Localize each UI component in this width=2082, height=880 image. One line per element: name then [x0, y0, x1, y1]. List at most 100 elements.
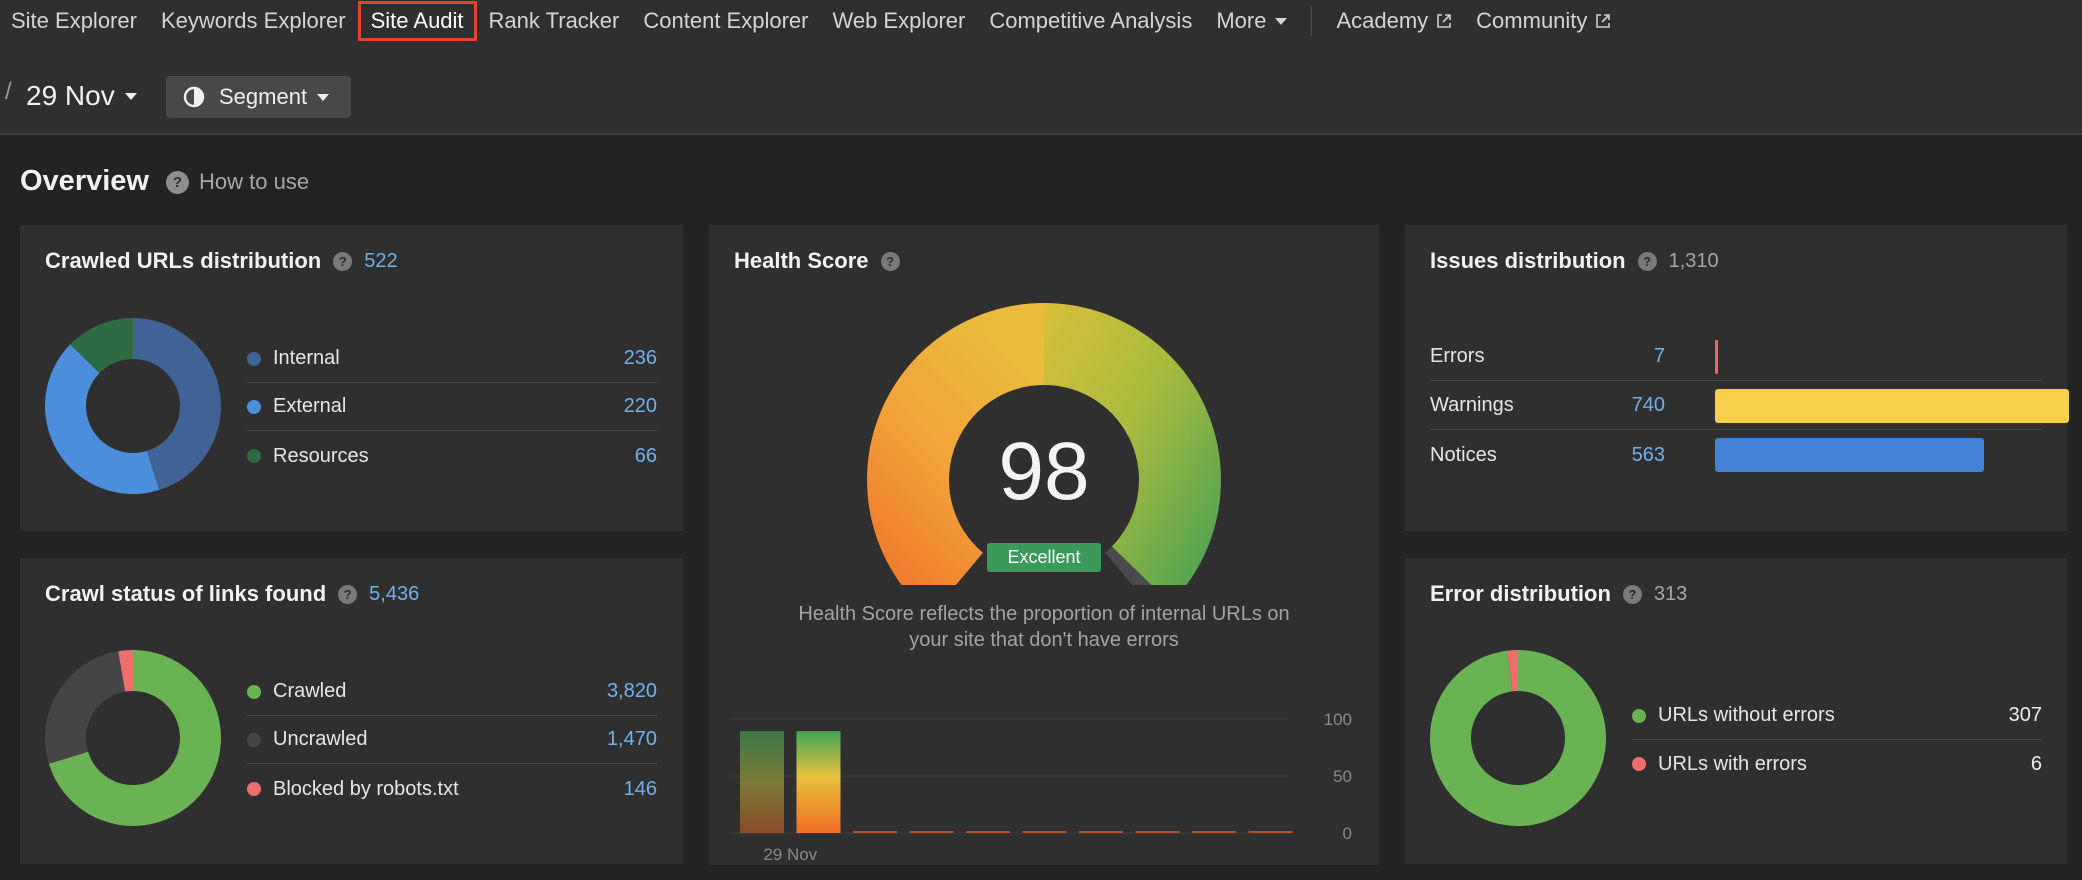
- health-score-card: Health Score ? 98 Excellent Health Score…: [709, 225, 1379, 865]
- legend-value[interactable]: 220: [623, 395, 657, 417]
- error-distribution-card: Error distribution ? 313 URLs without er…: [1405, 558, 2067, 864]
- legend-label: Internal: [273, 347, 340, 369]
- crawl-status-donut: [45, 650, 221, 826]
- history-bar[interactable]: [1248, 831, 1293, 833]
- card-title: Issues distribution ? 1,310: [1430, 248, 1719, 274]
- history-bar[interactable]: [796, 731, 841, 833]
- status-slice-blocked-by-robots-txt[interactable]: [118, 650, 133, 692]
- crawl-date-dropdown[interactable]: 29 Nov: [26, 80, 137, 112]
- crawled-slice-resources[interactable]: [70, 318, 133, 374]
- card-title: Error distribution ? 313: [1430, 581, 1687, 607]
- legend-value[interactable]: 146: [623, 777, 657, 800]
- caret-down-icon: [317, 93, 330, 101]
- history-bar[interactable]: [853, 831, 897, 833]
- nav-keywords-explorer[interactable]: Keywords Explorer: [160, 8, 346, 33]
- segment-button[interactable]: Segment: [166, 76, 351, 118]
- external-link-icon: [1596, 14, 1611, 28]
- page-title: Overview: [20, 165, 149, 197]
- nav-web-explorer[interactable]: Web Explorer: [832, 8, 966, 33]
- legend-dot: [247, 782, 261, 796]
- history-bar[interactable]: [1079, 831, 1123, 833]
- breadcrumb-separator: /: [5, 78, 12, 105]
- legend-row-internal[interactable]: Internal 236: [247, 335, 657, 383]
- help-icon[interactable]: ?: [1637, 251, 1657, 271]
- gauge-arc-right: [1044, 303, 1221, 585]
- nav-academy-label: Academy: [1336, 8, 1429, 33]
- legend-label: Crawled: [273, 680, 347, 702]
- help-icon[interactable]: ?: [338, 584, 358, 604]
- legend-value[interactable]: 3,820: [606, 680, 657, 702]
- issue-bar[interactable]: [1715, 438, 1985, 472]
- legend-row-urls-with-errors[interactable]: URLs with errors 6: [1632, 740, 2042, 788]
- legend-label: External: [273, 395, 347, 417]
- x-axis-label: 29 Nov: [763, 845, 817, 864]
- crawled-slice-external[interactable]: [45, 344, 160, 494]
- crawled-urls-count[interactable]: 522: [364, 249, 398, 272]
- nav-more-label: More: [1216, 8, 1267, 33]
- legend-value[interactable]: 236: [623, 347, 657, 369]
- health-score-description: Health Score reflects the proportion of …: [798, 603, 1290, 651]
- nav-academy[interactable]: Academy: [1324, 1, 1464, 41]
- legend-value[interactable]: 1,470: [606, 728, 657, 750]
- y-tick-label: 50: [1333, 767, 1352, 786]
- legend-dot: [247, 399, 261, 414]
- legend-value[interactable]: 6: [2030, 752, 2042, 775]
- legend-row-urls-without-errors[interactable]: URLs without errors 307: [1632, 692, 2042, 740]
- error-distribution-donut: [1430, 650, 1606, 826]
- project-subbar: / 29 Nov Segment: [0, 42, 2082, 135]
- help-icon[interactable]: ?: [1622, 584, 1642, 604]
- status-slice-crawled[interactable]: [48, 650, 221, 826]
- health-status-badge: Excellent: [987, 543, 1101, 572]
- how-to-use-link[interactable]: ? How to use: [166, 169, 309, 195]
- legend-dot: [1632, 708, 1646, 723]
- legend-row-resources[interactable]: Resources 66: [247, 432, 657, 480]
- nav-more-dropdown[interactable]: More: [1204, 1, 1299, 41]
- how-to-use-label: How to use: [199, 169, 310, 194]
- history-bar[interactable]: [909, 831, 954, 833]
- history-bar[interactable]: [1192, 831, 1236, 833]
- y-tick-label: 100: [1324, 710, 1352, 729]
- card-title: Health Score ?: [734, 248, 900, 274]
- legend-label: Blocked by robots.txt: [273, 777, 459, 800]
- status-slice-uncrawled[interactable]: [45, 651, 126, 764]
- issue-value[interactable]: 563: [1631, 443, 1665, 466]
- segment-label: Segment: [219, 84, 308, 109]
- nav-site-audit[interactable]: Site Audit: [357, 1, 477, 41]
- nav-rank-tracker[interactable]: Rank Tracker: [488, 8, 620, 33]
- issue-row-warnings[interactable]: Warnings 740: [1430, 382, 2069, 430]
- legend-dot: [247, 351, 261, 366]
- issue-bar[interactable]: [1715, 340, 1719, 374]
- history-bar[interactable]: [1022, 831, 1067, 833]
- errors-slice-urls-with-errors[interactable]: [1507, 650, 1518, 692]
- crawl-status-count[interactable]: 5,436: [369, 582, 420, 605]
- legend-value[interactable]: 307: [2008, 704, 2042, 726]
- issue-value[interactable]: 740: [1631, 394, 1665, 416]
- card-title: Crawled URLs distribution ? 522: [45, 248, 398, 274]
- help-icon: ?: [166, 170, 189, 194]
- issue-bar[interactable]: [1715, 389, 2069, 423]
- nav-site-explorer[interactable]: Site Explorer: [11, 8, 137, 33]
- issue-value[interactable]: 7: [1653, 345, 1665, 367]
- nav-competitive-analysis[interactable]: Competitive Analysis: [989, 8, 1193, 33]
- legend-row-uncrawled[interactable]: Uncrawled 1,470: [247, 716, 657, 764]
- issue-row-notices[interactable]: Notices 563: [1430, 431, 2042, 479]
- crawled-slice-internal[interactable]: [133, 318, 221, 491]
- nav-community[interactable]: Community: [1464, 1, 1623, 41]
- legend-dot: [247, 684, 261, 699]
- legend-label: URLs without errors: [1658, 704, 1835, 726]
- history-bar[interactable]: [1135, 831, 1180, 833]
- help-icon[interactable]: ?: [333, 251, 353, 271]
- legend-row-blocked[interactable]: Blocked by robots.txt 146: [247, 765, 657, 813]
- crawl-date-label: 29 Nov: [26, 80, 115, 111]
- legend-row-external[interactable]: External 220: [247, 383, 657, 431]
- help-icon[interactable]: ?: [880, 251, 900, 271]
- legend-dot: [247, 449, 261, 463]
- issue-label: Warnings: [1430, 394, 1514, 416]
- errors-slice-urls-without-errors[interactable]: [1430, 650, 1606, 826]
- history-bar[interactable]: [966, 831, 1010, 833]
- legend-row-crawled[interactable]: Crawled 3,820: [247, 668, 657, 716]
- nav-content-explorer[interactable]: Content Explorer: [643, 8, 809, 33]
- legend-value[interactable]: 66: [634, 444, 657, 467]
- issue-row-errors[interactable]: Errors 7: [1430, 333, 2042, 381]
- history-bar[interactable]: [740, 731, 784, 833]
